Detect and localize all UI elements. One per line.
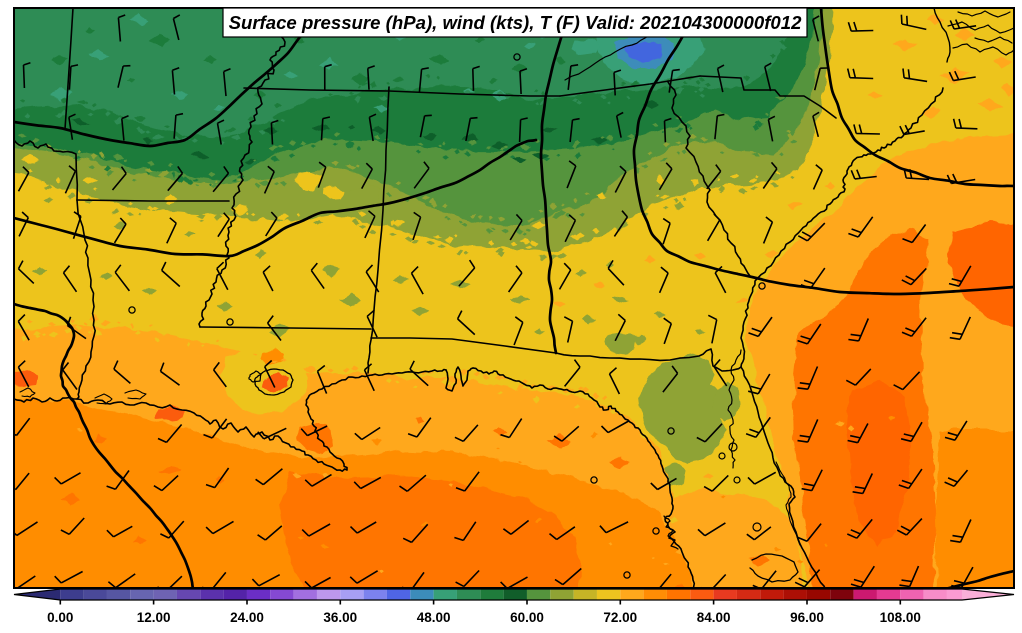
svg-text:96.00: 96.00 [790, 610, 824, 625]
svg-text:60.00: 60.00 [510, 610, 544, 625]
svg-text:84.00: 84.00 [697, 610, 731, 625]
svg-text:48.00: 48.00 [417, 610, 451, 625]
svg-text:36.00: 36.00 [323, 610, 357, 625]
svg-text:72.00: 72.00 [603, 610, 637, 625]
svg-text:0.00: 0.00 [47, 610, 73, 625]
svg-text:108.00: 108.00 [880, 610, 921, 625]
svg-text:24.00: 24.00 [230, 610, 264, 625]
svg-text:12.00: 12.00 [137, 610, 171, 625]
svg-text:Surface pressure (hPa), wind (: Surface pressure (hPa), wind (kts), T (F… [229, 12, 803, 33]
